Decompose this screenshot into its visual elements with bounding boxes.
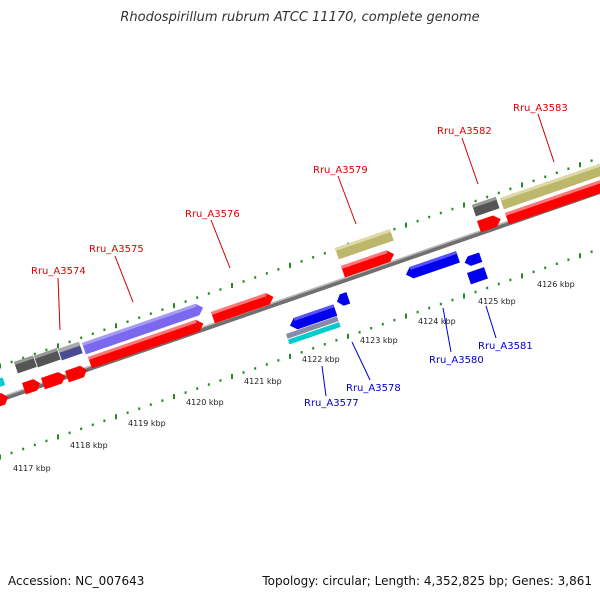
cds-arrow-blue (289, 304, 338, 330)
cds-arrow (211, 293, 274, 324)
gene-label: Rru_A3574 (31, 266, 86, 277)
gene-block-shade (13, 355, 34, 365)
cds-arrow (88, 319, 204, 369)
gene-arrow-purple (82, 303, 204, 355)
gene-label: Rru_A3575 (89, 244, 144, 255)
gene-block (472, 196, 500, 217)
gene-block-shade (499, 162, 600, 201)
gene-label: Rru_A3578 (346, 383, 401, 394)
gene-label: Rru_A3576 (185, 209, 240, 220)
label-pointer (210, 219, 231, 269)
label-pointer (485, 305, 497, 339)
cds-arrow-blue (464, 252, 483, 266)
kbp-label: 4120 kbp (186, 398, 224, 407)
forward-features (0, 162, 600, 409)
gene-block-shade (472, 196, 497, 208)
gene-block-cyan (0, 377, 6, 388)
label-pointer (321, 365, 327, 397)
kbp-label: 4118 kbp (70, 441, 108, 450)
gene-block-olive (500, 162, 600, 210)
label-pointer (461, 137, 479, 185)
reverse-features (0, 251, 488, 388)
gene-label: Rru_A3582 (437, 126, 492, 137)
cds-shade (88, 319, 197, 360)
label-pointer (114, 255, 134, 303)
gene-label: Rru_A3581 (478, 341, 533, 352)
gene-label: Rru_A3583 (513, 103, 568, 114)
kbp-scale: 4117 kbp 4118 kbp 4119 kbp 4120 kbp 4121… (13, 280, 575, 473)
cds-arrow-blue (405, 251, 460, 279)
outer-tick-row (0, 159, 593, 369)
cds-arrow (477, 215, 501, 233)
label-pointer (337, 175, 357, 225)
label-pointer (57, 277, 61, 331)
gene-block-shade (34, 348, 58, 359)
cds-shade (211, 293, 267, 315)
gene-block-gray (286, 316, 339, 339)
gene-label: Rru_A3577 (304, 398, 359, 409)
kbp-label: 4122 kbp (302, 355, 340, 364)
cds-arrow (505, 177, 600, 225)
cds-arrow-blue (336, 292, 351, 306)
cds-arrow (65, 365, 87, 383)
kbp-label: 4125 kbp (478, 297, 516, 306)
accession-text: Accession: NC_007643 (8, 574, 145, 588)
kbp-label: 4117 kbp (13, 464, 51, 473)
cds-arrow (0, 393, 9, 409)
label-pointer (537, 113, 555, 163)
gene-block (14, 355, 37, 374)
gene-arrow-shade (82, 303, 197, 346)
genome-summary-text: Topology: circular; Length: 4,352,825 bp… (262, 574, 592, 588)
cds-shade (504, 177, 600, 216)
gene-block-shade (335, 229, 391, 251)
cds-shade (409, 251, 457, 270)
forward-labels: Rru_A3574 Rru_A3575 Rru_A3576 Rru_A3579 … (31, 103, 568, 331)
kbp-label: 4121 kbp (244, 377, 282, 386)
cds-block-blue (467, 267, 488, 285)
inner-tick-row (0, 250, 593, 460)
gene-block-olive (335, 229, 394, 260)
cds-arrow (41, 372, 66, 390)
kbp-label: 4126 kbp (537, 280, 575, 289)
gene-block (34, 348, 61, 368)
gene-block-shade (58, 341, 81, 353)
gene-label: Rru_A3579 (313, 165, 368, 176)
kbp-label: 4124 kbp (418, 317, 456, 326)
map-title: Rhodospirillum rubrum ATCC 11170, comple… (120, 10, 480, 25)
reverse-labels: Rru_A3577 Rru_A3578 Rru_A3580 Rru_A3581 (304, 305, 533, 409)
cds-shade (341, 250, 388, 269)
label-pointer (442, 307, 452, 353)
cds-arrow (22, 379, 41, 395)
kbp-label: 4119 kbp (128, 419, 166, 428)
gene-label: Rru_A3580 (429, 355, 484, 366)
gene-block-cyan (287, 322, 341, 345)
kbp-label: 4123 kbp (360, 336, 398, 345)
cds-shade (293, 304, 335, 321)
cds-arrow (341, 250, 395, 278)
label-pointer (351, 341, 371, 381)
